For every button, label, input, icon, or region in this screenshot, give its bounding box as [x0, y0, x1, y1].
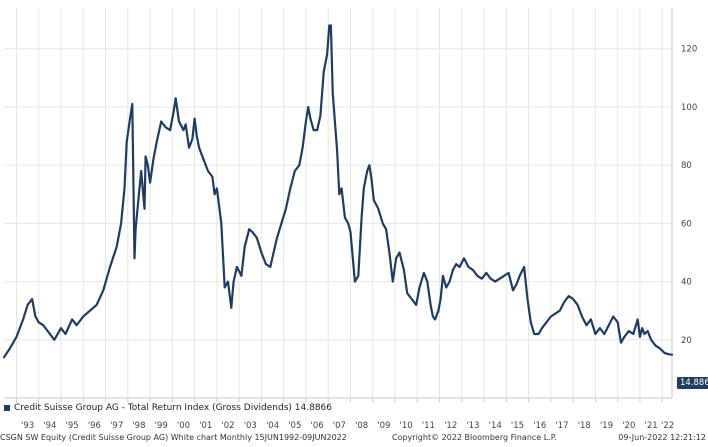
legend-label: Credit Suisse Group AG - Total Return In… [14, 403, 333, 413]
x-tick-label: '97 [110, 421, 123, 431]
x-tick-label: '98 [132, 421, 145, 431]
x-tick-label: '02 [221, 421, 234, 431]
x-tick-label: '16 [533, 421, 546, 431]
x-tick-label: '05 [288, 421, 301, 431]
footer-timestamp: 09-Jun-2022 12:21:12 [618, 433, 706, 442]
x-tick-label: '08 [355, 421, 368, 431]
x-tick-label: '13 [466, 421, 479, 431]
y-tick-label: 120 [681, 45, 697, 55]
legend: Credit Suisse Group AG - Total Return In… [4, 403, 332, 413]
y-tick-label: 20 [681, 336, 692, 346]
footer-security-info: CSGN SW Equity (Credit Suisse Group AG) … [0, 433, 347, 442]
y-tick-label: 60 [681, 219, 692, 229]
x-tick-label: '94 [43, 421, 56, 431]
grid-lines [4, 8, 673, 399]
x-tick-label: '12 [444, 421, 457, 431]
x-tick-label: '96 [88, 421, 101, 431]
x-tick-label: '04 [266, 421, 279, 431]
x-tick-label: '07 [333, 421, 346, 431]
x-tick-label: '06 [310, 421, 323, 431]
x-tick-label: '14 [489, 421, 502, 431]
x-tick-label: '19 [600, 421, 613, 431]
footer-copyright: Copyright© 2022 Bloomberg Finance L.P. [392, 433, 557, 442]
x-tick-label: '20 [622, 421, 635, 431]
x-tick-label: '18 [578, 421, 591, 431]
y-tick-label: 80 [681, 161, 692, 171]
x-tick-label: '17 [555, 421, 568, 431]
x-tick-label: '21 [644, 421, 657, 431]
x-tick-label: '93 [21, 421, 34, 431]
y-axis-ticks: 20 40 60 80 100 120 [681, 45, 697, 346]
x-tick-label: '00 [177, 421, 190, 431]
y-tick-label: 100 [681, 103, 697, 113]
x-tick-label: '01 [199, 421, 212, 431]
x-tick-label: '09 [377, 421, 390, 431]
y-tick-label: 40 [681, 278, 692, 288]
x-tick-label: '22 [661, 421, 674, 431]
x-tick-label: '15 [511, 421, 524, 431]
x-tick-label: '11 [422, 421, 435, 431]
x-axis-ticks: '93 '94 '95 '96 '97 '98 '99 '00 '01 '02 '03 '04 '05 '… [15, 398, 674, 431]
x-tick-label: '10 [400, 421, 413, 431]
x-tick-label: '95 [66, 421, 79, 431]
series-layer [2, 24, 674, 359]
last-value-badge: 14.8866 [677, 377, 708, 389]
x-tick-label: '03 [244, 421, 257, 431]
legend-swatch [4, 405, 10, 411]
x-tick-label: '99 [155, 421, 168, 431]
series-line [2, 24, 674, 359]
